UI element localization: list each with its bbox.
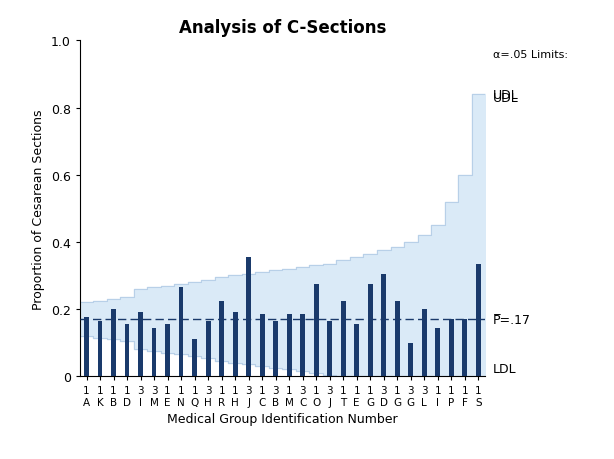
Text: UDL: UDL	[493, 92, 519, 105]
Bar	[381, 274, 386, 376]
Bar	[246, 257, 251, 376]
Bar	[287, 314, 292, 376]
Bar	[449, 319, 454, 376]
Bar	[368, 284, 373, 376]
Bar	[408, 343, 413, 376]
Text: α=.05 Limits:: α=.05 Limits:	[493, 50, 568, 60]
Bar	[341, 301, 346, 376]
Bar	[462, 319, 467, 376]
Bar	[111, 309, 116, 376]
Bar	[98, 321, 103, 376]
Text: UDL: UDL	[493, 89, 519, 101]
Bar	[435, 328, 440, 376]
Bar	[125, 325, 130, 376]
Bar	[327, 321, 332, 376]
Bar	[138, 313, 143, 376]
Bar	[165, 325, 170, 376]
Bar	[206, 321, 211, 376]
Bar	[192, 340, 197, 376]
Title: Analysis of C-Sections: Analysis of C-Sections	[179, 19, 386, 37]
Bar	[300, 314, 305, 376]
Bar	[314, 284, 319, 376]
X-axis label: Medical Group Identification Number: Medical Group Identification Number	[167, 413, 398, 425]
Bar	[476, 264, 481, 376]
Bar	[260, 314, 265, 376]
Y-axis label: Proportion of Cesarean Sections: Proportion of Cesarean Sections	[33, 109, 45, 309]
Bar	[233, 313, 238, 376]
Bar	[354, 325, 359, 376]
Bar	[422, 309, 427, 376]
Bar	[219, 301, 224, 376]
Text: P̅=.17: P̅=.17	[493, 313, 531, 326]
Bar	[179, 288, 184, 376]
Bar	[395, 301, 400, 376]
Bar	[152, 328, 157, 376]
Bar	[84, 318, 89, 376]
Text: LDL: LDL	[493, 362, 517, 375]
Bar	[273, 321, 278, 376]
